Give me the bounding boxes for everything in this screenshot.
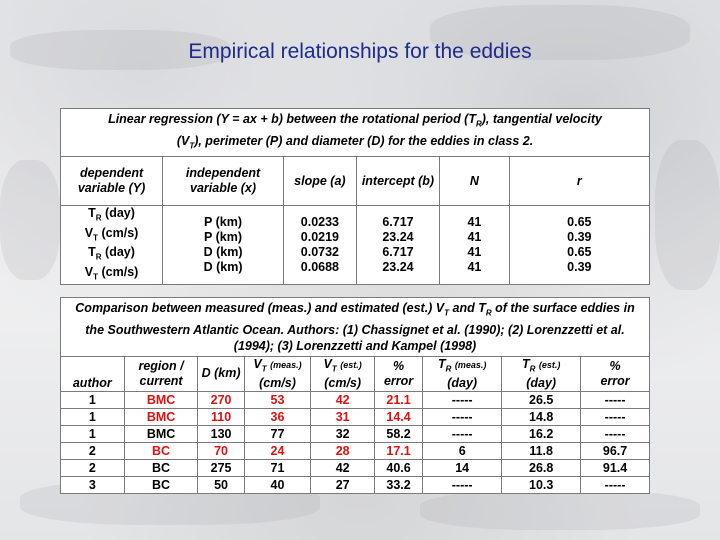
cell-tr-est: 26.5 [501, 391, 582, 409]
cell-d: 70 [197, 442, 245, 460]
cell-author: 2 [60, 442, 125, 460]
cell-vt-meas: 24 [243, 442, 312, 460]
cell-author: 2 [60, 459, 125, 477]
cell-tr-meas: 14 [422, 459, 503, 477]
cell-err1: 33.2 [373, 476, 424, 494]
header-dependent: dependent variable (Y) [59, 156, 164, 206]
cell-tr-meas: ----- [422, 408, 503, 426]
cell-author: 3 [60, 476, 125, 494]
cell-d: 50 [197, 476, 245, 494]
cell-tr-est: 11.8 [501, 442, 582, 460]
cell-vt-meas: 36 [243, 408, 312, 426]
cell-err1: 14.4 [373, 408, 424, 426]
cell-vt-est: 31 [310, 408, 375, 426]
regression-table: Linear regression (Y = ax + b) between t… [59, 108, 651, 285]
cell-err1: 21.1 [373, 391, 424, 409]
cell-d: 270 [197, 391, 245, 409]
cell-region: BC [123, 476, 199, 494]
cell-author: 1 [60, 391, 125, 409]
header-independent: independent variable (x) [162, 156, 284, 206]
dependent-variable-item: TR (day) [88, 206, 135, 223]
cell-err2: ----- [580, 391, 650, 409]
cell-err2: 91.4 [580, 459, 650, 477]
cell-err2: ----- [580, 476, 650, 494]
table-caption-row: Linear regression (Y = ax + b) between t… [60, 108, 650, 157]
cell-region: BMC [123, 408, 199, 426]
cell-d: 110 [197, 408, 245, 426]
cell-err1: 17.1 [373, 442, 424, 460]
table-caption: Linear regression (Y = ax + b) between t… [60, 108, 650, 157]
header-intercept: intercept (b) [355, 156, 441, 206]
table-caption: Comparison between measured (meas.) and … [60, 297, 650, 357]
header-diameter: D (km) [197, 355, 245, 392]
table-header-row: dependent variable (Y) independent varia… [59, 156, 651, 206]
cell-region: BC [123, 459, 199, 477]
header-error-2: % error [580, 355, 650, 392]
table-row: 1 BMC 130 77 32 58.2 ----- 16.2 ----- [60, 425, 650, 443]
cell-tr-meas: ----- [422, 425, 503, 443]
cell-d: 275 [197, 459, 245, 477]
cell-intercept-list: 6.717 23.24 6.717 23.24 [355, 205, 441, 285]
header-vt-est: VT (est.) (cm/s) [310, 355, 375, 392]
header-slope: slope (a) [283, 156, 357, 206]
header-r: r [508, 156, 651, 206]
cell-tr-est: 26.8 [501, 459, 582, 477]
cell-err2: 96.7 [580, 442, 650, 460]
header-vt-meas: VT (meas.) (cm/s) [243, 355, 312, 392]
table-caption-row: Comparison between measured (meas.) and … [60, 297, 650, 357]
cell-region: BMC [123, 391, 199, 409]
header-tr-est: TR (est.) (day) [501, 355, 582, 392]
dependent-variable-item: VT (cm/s) [84, 264, 139, 282]
header-author: author [60, 355, 125, 392]
cell-err2: ----- [580, 425, 650, 443]
dependent-variable-item: VT (cm/s) [84, 225, 139, 243]
comparison-table: Comparison between measured (meas.) and … [60, 297, 650, 494]
table-row: 1 BMC 110 36 31 14.4 ----- 14.8 ----- [60, 408, 650, 426]
cell-tr-est: 16.2 [501, 425, 582, 443]
cell-vt-meas: 53 [243, 391, 312, 409]
cell-tr-meas: 6 [422, 442, 503, 460]
header-tr-meas: TR (meas.) (day) [422, 355, 503, 392]
cell-tr-meas: ----- [422, 391, 503, 409]
cell-author: 1 [60, 408, 125, 426]
comparison-table-body: 1 BMC 270 53 42 21.1 ----- 26.5 ----- 1 BMC 110 36 31… [60, 391, 650, 494]
cell-err2: ----- [580, 408, 650, 426]
header-region: region / current [123, 355, 199, 392]
table-row: 2 BC 70 24 28 17.1 6 11.8 96.7 [60, 442, 650, 460]
table-body-row: TR (day) VT (cm/s) TR (day) VT (cm/s) P (km… [59, 205, 651, 285]
header-n: N [439, 156, 510, 206]
cell-region: BMC [123, 425, 199, 443]
cell-vt-meas: 40 [243, 476, 312, 494]
table-row: 1 BMC 270 53 42 21.1 ----- 26.5 ----- [60, 391, 650, 409]
cell-vt-meas: 77 [243, 425, 312, 443]
cell-vt-est: 28 [310, 442, 375, 460]
table-row: 3 BC 50 40 27 33.2 ----- 10.3 ----- [60, 476, 650, 494]
cell-d: 130 [197, 425, 245, 443]
slide-title: Empirical relationships for the eddies [188, 40, 532, 63]
cell-r-list: 0.65 0.39 0.65 0.39 [508, 205, 651, 285]
cell-vt-est: 42 [310, 391, 375, 409]
cell-tr-meas: ----- [422, 476, 503, 494]
cell-n-list: 41 41 41 41 [439, 205, 510, 285]
cell-slope-list: 0.0233 0.0219 0.0732 0.0688 [283, 205, 357, 285]
cell-dependent-list: TR (day) VT (cm/s) TR (day) VT (cm/s) [59, 205, 164, 285]
cell-region: BC [123, 442, 199, 460]
cell-vt-est: 27 [310, 476, 375, 494]
dependent-variable-item: TR (day) [88, 245, 135, 262]
table-row: 2 BC 275 71 42 40.6 14 26.8 91.4 [60, 459, 650, 477]
cell-tr-est: 14.8 [501, 408, 582, 426]
cell-tr-est: 10.3 [501, 476, 582, 494]
cell-err1: 40.6 [373, 459, 424, 477]
header-error-1: % error [373, 355, 424, 392]
cell-vt-est: 32 [310, 425, 375, 443]
cell-independent-list: P (km) P (km) D (km) D (km) [162, 205, 284, 285]
cell-vt-meas: 71 [243, 459, 312, 477]
cell-author: 1 [60, 425, 125, 443]
table-header-row: author region / current D (km) VT (meas.… [60, 355, 650, 392]
cell-vt-est: 42 [310, 459, 375, 477]
cell-err1: 58.2 [373, 425, 424, 443]
